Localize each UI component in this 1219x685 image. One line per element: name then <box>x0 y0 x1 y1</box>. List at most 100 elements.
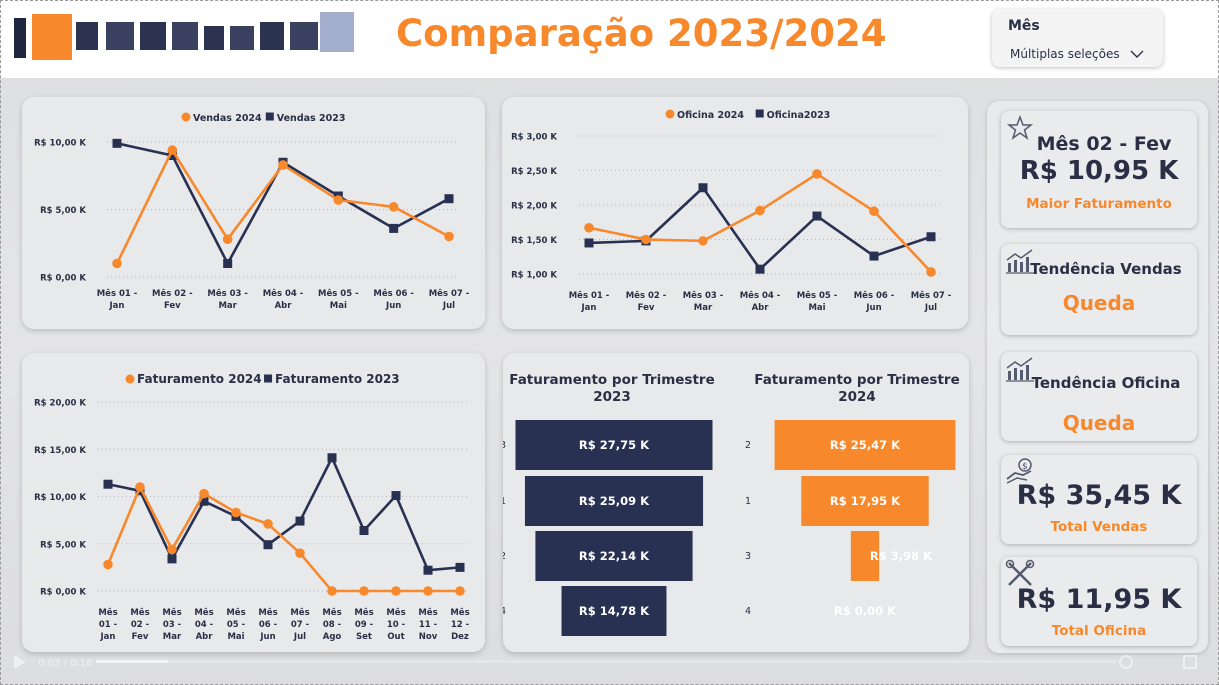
legend-marker-1 <box>265 112 274 121</box>
x-tick-label: Mês 01 -Jan <box>97 288 138 311</box>
x-tick-label: Mês 12 -Dez <box>450 607 469 642</box>
slicer-value[interactable]: Múltiplas seleções <box>1010 47 1120 61</box>
data-point <box>333 195 344 205</box>
kpi-tendencia-oficina: Tendência Oficina Queda <box>1001 352 1197 441</box>
trimestre-chart-card: Faturamento por Trimestre 2023 Faturament… <box>500 353 969 652</box>
trimestre-2024-data-label: R$ 17,95 K <box>830 494 901 508</box>
kpi-tendencia-oficina-value: Queda <box>1062 411 1136 435</box>
video-player-bar: 0:03 / 0:16 <box>14 655 1197 669</box>
data-point <box>278 160 288 170</box>
page-title: Comparação 2023/2024 <box>396 12 887 55</box>
legend: Oficina 2024 Oficina2023 <box>665 109 830 121</box>
kpi-tendencia-vendas-value: Queda <box>1062 291 1136 315</box>
money-hand-icon: $ <box>1006 458 1032 484</box>
data-point <box>103 559 113 570</box>
x-tick-label: Mês 04 -Abr <box>194 607 213 642</box>
y-tick-label: R$ 15,00 K <box>34 446 86 456</box>
data-point <box>295 548 305 558</box>
month-slicer[interactable]: Mês Múltiplas seleções <box>992 9 1163 67</box>
data-point <box>327 586 337 596</box>
data-point <box>359 526 369 536</box>
data-point <box>388 202 399 212</box>
x-tick-label: Mês 09 -Set <box>354 607 373 642</box>
trimestre-2023-category-label: 3 <box>503 440 506 451</box>
x-tick-label: Mês 03 -Mar <box>683 290 724 313</box>
trimestre-2024-data-label: R$ 3,98 K <box>870 549 933 563</box>
company-logo <box>14 12 356 62</box>
series-line-0 <box>588 172 932 273</box>
x-tick-label: Mês 02 -Fev <box>626 290 667 313</box>
oficina-line-chart: Oficina 2024 Oficina2023 R$ 3,00 K R$ 2,50 … <box>511 109 952 313</box>
data-point <box>423 565 433 575</box>
chevron-down-icon[interactable] <box>1130 49 1144 59</box>
data-point <box>167 145 178 155</box>
kpi-tendencia-vendas: Tendência Vendas Queda <box>1001 244 1197 335</box>
data-point <box>391 586 401 596</box>
faturamento-line-chart: Faturamento 2024 Faturamento 2023 R$ 20,00… <box>34 372 470 642</box>
x-tick-label: Mês 05 -Mai <box>226 607 245 642</box>
y-tick-label: R$ 5,00 K <box>40 206 86 216</box>
data-point <box>167 151 177 160</box>
legend-label-0: Oficina 2024 <box>677 110 744 121</box>
star-icon <box>1007 115 1033 140</box>
trimestre-bar-charts: Faturamento por Trimestre 2023 Faturament… <box>500 372 960 636</box>
y-tick-label: R$ 1,50 K <box>511 236 557 246</box>
trimestre-2024-data-label: R$ 25,47 K <box>830 438 901 452</box>
header: Comparação 2023/2024 Mês Múltiplas seleç… <box>0 0 1219 78</box>
kpi-total-oficina-caption: Total Oficina <box>1051 623 1147 639</box>
x-tick-label: Mês 02 -Fev <box>152 288 193 311</box>
settings-icon[interactable] <box>1119 655 1133 669</box>
legend-label-0: Faturamento 2024 <box>137 372 262 386</box>
data-point <box>295 516 305 526</box>
data-point <box>812 211 822 221</box>
data-point <box>231 507 241 518</box>
y-tick-label: R$ 0,00 K <box>40 274 86 284</box>
data-point <box>926 232 936 242</box>
kpi-total-oficina-value: R$ 11,95 K <box>1016 584 1182 615</box>
trimestre-2024-bar <box>801 476 929 526</box>
data-point <box>698 183 708 193</box>
kpi-maior-title: Mês 02 - Fev <box>1036 133 1172 155</box>
kpi-maior-caption: Maior Faturamento <box>1026 196 1172 212</box>
x-tick-label: Mês 08 -Ago <box>322 607 341 642</box>
data-point <box>698 236 708 246</box>
fullscreen-icon[interactable] <box>1183 655 1197 669</box>
y-tick-label: R$ 1,00 K <box>511 271 557 281</box>
legend-marker-0 <box>125 374 135 384</box>
x-tick-label: Mês 06 -Jun <box>373 288 414 311</box>
legend-marker-1 <box>755 109 764 118</box>
trimestre-2023-data-label: R$ 25,09 K <box>579 494 650 508</box>
x-tick-label: Mês 11 -Nov <box>418 607 437 642</box>
trimestre-2024-category-label: 4 <box>745 606 751 617</box>
player-time: 0:03 / 0:16 <box>38 658 93 669</box>
trimestre-2024-data-label: R$ 0,00 K <box>834 604 897 618</box>
data-point <box>423 586 433 596</box>
legend: Faturamento 2024 Faturamento 2023 <box>125 372 400 386</box>
trimestre-2023-bar <box>515 420 713 470</box>
x-tick-label: Mês 02 -Fev <box>130 607 149 642</box>
kpi-total-oficina: R$ 11,95 K Total Oficina <box>1001 557 1197 646</box>
kpi-maior-value: R$ 10,95 K <box>1019 156 1179 186</box>
trimestre-2024-category-label: 3 <box>745 551 751 562</box>
x-tick-label: Mês 01 -Jan <box>569 290 610 313</box>
kpi-tendencia-oficina-title: Tendência Oficina <box>1031 374 1181 392</box>
y-tick-label: R$ 2,50 K <box>511 167 557 177</box>
data-point <box>755 205 765 216</box>
data-point <box>263 540 273 550</box>
x-tick-label: Mês 05 -Mai <box>318 288 359 311</box>
data-point <box>112 258 122 269</box>
play-icon[interactable] <box>14 655 26 669</box>
x-tick-label: Mês 03 -Mar <box>162 607 182 642</box>
trimestre-2024-bar <box>774 420 956 470</box>
data-point <box>223 259 233 268</box>
x-tick-label: Mês 01 -Jan <box>98 607 117 642</box>
trimestre-2023-category-label: 1 <box>503 496 506 507</box>
legend-marker-1 <box>264 374 273 383</box>
data-point <box>199 496 209 506</box>
data-point <box>444 194 454 204</box>
data-point <box>755 264 765 274</box>
data-point <box>391 491 401 501</box>
x-tick-label: Mês 03 -Mar <box>207 288 248 311</box>
trimestre-2023-category-label: 4 <box>503 606 506 617</box>
trimestre-2023-category-label: 2 <box>503 551 506 562</box>
